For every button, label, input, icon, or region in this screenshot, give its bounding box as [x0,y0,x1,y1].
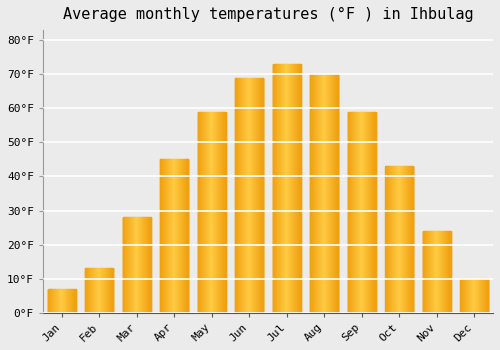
Title: Average monthly temperatures (°F ) in Ihbulag: Average monthly temperatures (°F ) in Ih… [62,7,474,22]
